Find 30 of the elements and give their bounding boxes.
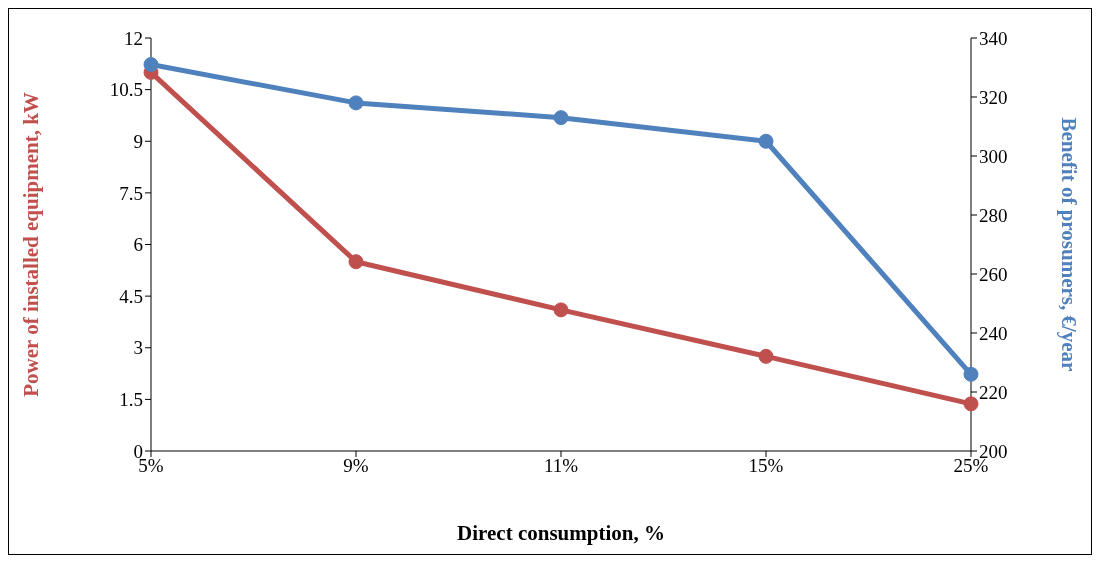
y2-tick-label: 220 bbox=[979, 381, 1008, 403]
y2-tick-label: 340 bbox=[979, 27, 1008, 49]
point bbox=[143, 57, 159, 73]
y-tick-label: 3 bbox=[133, 337, 143, 359]
y-tick-label: 9 bbox=[133, 130, 143, 152]
point bbox=[963, 366, 979, 382]
y2-tick-label: 320 bbox=[979, 86, 1008, 108]
point bbox=[758, 348, 774, 364]
x-tick-label: 11% bbox=[543, 455, 579, 477]
y-tick-label: 6 bbox=[133, 234, 143, 256]
x-axis-title: Direct consumption, % bbox=[457, 521, 665, 545]
y-tick-label: 12 bbox=[124, 27, 143, 49]
point bbox=[758, 133, 774, 149]
point bbox=[348, 95, 364, 111]
y2-tick-label: 240 bbox=[979, 322, 1008, 344]
y2-axis-title: Benefit of prosumers, €/year bbox=[1056, 117, 1081, 372]
y2-tick-label: 280 bbox=[979, 204, 1008, 226]
y2-tick-label: 300 bbox=[979, 145, 1008, 167]
y2-tick-label: 260 bbox=[979, 263, 1008, 285]
y-tick-label: 7.5 bbox=[119, 182, 143, 204]
point bbox=[963, 396, 979, 412]
point bbox=[348, 254, 364, 270]
y-tick-label: 1.5 bbox=[119, 389, 143, 411]
point bbox=[553, 110, 569, 126]
y-axis-title: Power of installed equipment, kW bbox=[19, 92, 44, 397]
x-tick-label: 15% bbox=[748, 455, 784, 477]
y-tick-label: 10.5 bbox=[109, 79, 143, 101]
point bbox=[553, 302, 569, 318]
x-tick-label: 9% bbox=[343, 455, 369, 477]
y-tick-label: 4.5 bbox=[119, 285, 143, 307]
